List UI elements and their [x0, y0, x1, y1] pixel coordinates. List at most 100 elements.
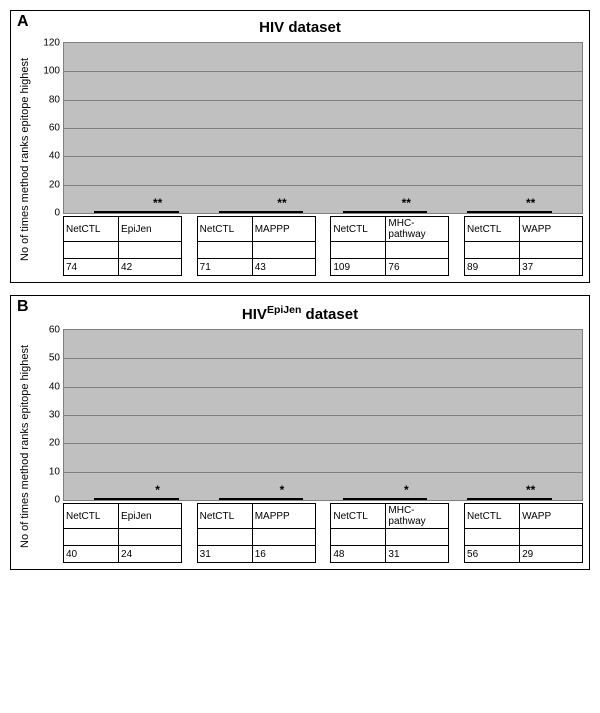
bar: [219, 211, 261, 213]
table-gap-cell: [181, 259, 197, 276]
data-table-wrap: NetCTLEpiJen NetCTLMAPPP NetCTLMHC-pathw…: [63, 503, 583, 563]
y-tick-label: 30: [38, 410, 60, 421]
y-tick-label: 40: [38, 151, 60, 162]
table-cell: 29: [520, 546, 583, 563]
significance-marker: *: [404, 483, 409, 497]
table-spacer-row: [64, 242, 583, 259]
y-tick-label: 80: [38, 94, 60, 105]
table-cell: [64, 242, 119, 259]
plot-area: 0102030405060*****: [63, 329, 583, 501]
table-cell: EpiJen: [119, 217, 182, 242]
table-cell: 109: [331, 259, 386, 276]
table-gap-cell: [315, 546, 331, 563]
chart-panel: AHIV datasetNo of times method ranks epi…: [10, 10, 590, 283]
table-gap-cell: [449, 546, 465, 563]
bar: [343, 211, 385, 213]
data-table: NetCTLEpiJen NetCTLMAPPP NetCTLMHC-pathw…: [63, 216, 583, 276]
bar: **: [510, 498, 552, 500]
chart-title: HIV dataset: [17, 19, 583, 36]
bar: *: [261, 498, 303, 500]
table-label-row: NetCTLEpiJen NetCTLMAPPP NetCTLMHC-pathw…: [64, 504, 583, 529]
significance-marker: **: [526, 483, 535, 497]
bar-pair: *: [199, 498, 323, 500]
table-cell: [520, 529, 583, 546]
table-cell: 31: [386, 546, 449, 563]
table-gap-cell: [181, 546, 197, 563]
table-cell: NetCTL: [331, 504, 386, 529]
bars-row: ********: [64, 43, 582, 213]
table-cell: [197, 242, 252, 259]
table-cell: NetCTL: [197, 504, 252, 529]
table-cell: 24: [119, 546, 182, 563]
table-gap-cell: [181, 242, 197, 259]
chart-panel: BHIVEpiJen dataset No of times method ran…: [10, 295, 590, 570]
bar: *: [137, 498, 179, 500]
table-cell: 16: [252, 546, 315, 563]
bar: [94, 211, 136, 213]
bar-pair: *: [74, 498, 198, 500]
table-cell: 76: [386, 259, 449, 276]
table-cell: 89: [465, 259, 520, 276]
bar: [219, 498, 261, 500]
significance-marker: **: [153, 196, 162, 210]
bar: **: [510, 211, 552, 213]
y-tick-label: 20: [38, 179, 60, 190]
significance-marker: **: [402, 196, 411, 210]
table-cell: [64, 529, 119, 546]
table-gap-cell: [181, 504, 197, 529]
y-tick-label: 0: [38, 495, 60, 506]
bar: [343, 498, 385, 500]
table-cell: [465, 242, 520, 259]
table-cell: WAPP: [520, 504, 583, 529]
bar-pair: **: [447, 498, 571, 500]
table-cell: 40: [64, 546, 119, 563]
table-label-row: NetCTLEpiJen NetCTLMAPPP NetCTLMHC-pathw…: [64, 217, 583, 242]
plot-column: 0102030405060*****NetCTLEpiJen NetCTLMAP…: [35, 329, 583, 563]
table-cell: [465, 529, 520, 546]
chart-title: HIVEpiJen dataset: [17, 304, 583, 323]
chart-wrap: No of times method ranks epitope highest…: [17, 329, 583, 563]
y-axis-label: No of times method ranks epitope highest: [17, 329, 35, 563]
bar-pair: **: [323, 211, 447, 213]
table-cell: [331, 529, 386, 546]
plot-column: 020406080100120********NetCTLEpiJen NetC…: [35, 42, 583, 276]
table-gap-cell: [181, 217, 197, 242]
bar-pair: **: [74, 211, 198, 213]
table-value-row: 7442 7143 10976 8937: [64, 259, 583, 276]
bar: [467, 211, 509, 213]
table-cell: [119, 242, 182, 259]
table-cell: [331, 242, 386, 259]
bar-pair: *: [323, 498, 447, 500]
table-gap-cell: [315, 529, 331, 546]
table-cell: 74: [64, 259, 119, 276]
bar: **: [137, 211, 179, 213]
table-cell: [520, 242, 583, 259]
table-gap-cell: [449, 217, 465, 242]
y-tick-label: 100: [38, 66, 60, 77]
table-cell: 37: [520, 259, 583, 276]
y-tick-label: 0: [38, 208, 60, 219]
table-spacer-row: [64, 529, 583, 546]
table-cell: 42: [119, 259, 182, 276]
significance-marker: *: [155, 483, 160, 497]
panel-letter: B: [17, 298, 29, 316]
table-value-row: 4024 3116 4831 5629: [64, 546, 583, 563]
table-cell: [252, 529, 315, 546]
table-gap-cell: [315, 504, 331, 529]
table-cell: 43: [252, 259, 315, 276]
table-cell: MAPPP: [252, 504, 315, 529]
bar-pair: **: [199, 211, 323, 213]
table-cell: [252, 242, 315, 259]
table-cell: 48: [331, 546, 386, 563]
table-cell: NetCTL: [331, 217, 386, 242]
table-cell: MAPPP: [252, 217, 315, 242]
table-cell: EpiJen: [119, 504, 182, 529]
table-gap-cell: [181, 529, 197, 546]
y-tick-label: 40: [38, 381, 60, 392]
table-cell: NetCTL: [465, 217, 520, 242]
table-cell: MHC-pathway: [386, 217, 449, 242]
bar: *: [385, 498, 427, 500]
table-cell: 56: [465, 546, 520, 563]
table-cell: NetCTL: [64, 504, 119, 529]
table-gap-cell: [449, 242, 465, 259]
